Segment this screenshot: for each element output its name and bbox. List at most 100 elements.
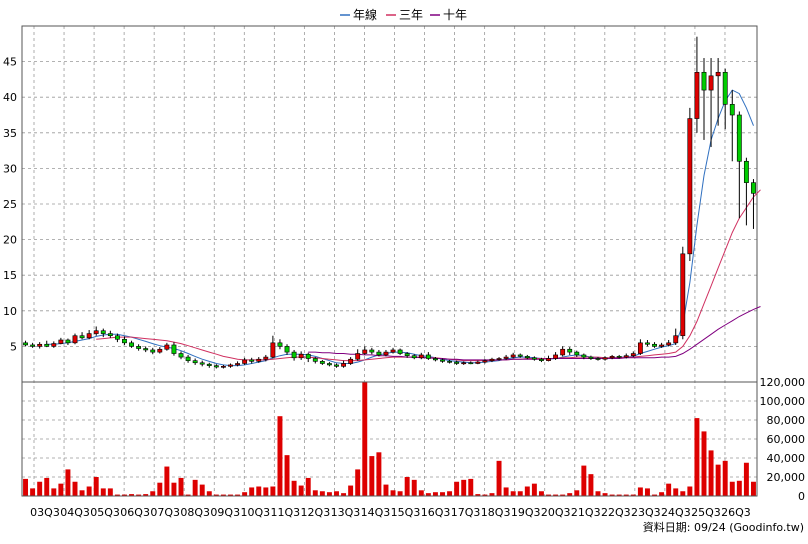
volume-bar-69 <box>510 491 516 496</box>
candle-6 <box>65 338 71 345</box>
volume-bar-73 <box>538 491 544 496</box>
candle-body-0 <box>23 342 28 346</box>
volume-bar-46 <box>348 485 354 496</box>
x-tick-label-9: 12Q3 <box>301 506 331 519</box>
candle-51 <box>383 349 389 357</box>
candle-8 <box>79 332 85 340</box>
candle-body-71 <box>524 356 530 359</box>
candle-20 <box>164 342 170 351</box>
candle-9 <box>86 330 92 340</box>
candle-body-37 <box>284 346 290 353</box>
candle-body-25 <box>199 362 205 365</box>
volume-bar-10 <box>93 477 99 496</box>
candle-77 <box>567 347 573 355</box>
x-tick-label-16: 19Q3 <box>511 506 541 519</box>
candle-body-12 <box>107 333 113 337</box>
candle-7 <box>72 333 78 345</box>
candle-64 <box>475 360 481 365</box>
volume-bar-2 <box>37 481 43 496</box>
volume-bar-9 <box>86 486 92 496</box>
candle-26 <box>206 362 212 368</box>
x-tick-label-2: 05Q3 <box>90 506 120 519</box>
volume-bar-90 <box>659 492 665 496</box>
x-tick-label-10: 13Q3 <box>331 506 361 519</box>
candle-body-3 <box>44 343 50 347</box>
volume-bar-31 <box>242 492 248 496</box>
candle-25 <box>199 360 205 367</box>
candle-body-66 <box>489 358 495 361</box>
candle-49 <box>369 347 375 355</box>
candle-body-94 <box>687 118 693 255</box>
volume-bar-28 <box>220 494 226 496</box>
candle-100 <box>729 90 735 162</box>
volume-bar-80 <box>588 474 594 496</box>
volume-bar-89 <box>652 494 657 496</box>
candle-99 <box>722 68 728 130</box>
volume-bar-86 <box>630 494 636 496</box>
volume-bar-14 <box>122 494 127 496</box>
volume-bar-36 <box>277 416 283 496</box>
x-tick-label-11: 14Q3 <box>361 506 391 519</box>
candle-body-88 <box>645 342 650 345</box>
candle-body-90 <box>659 344 665 347</box>
candle-body-93 <box>680 253 686 337</box>
candle-body-17 <box>143 348 149 351</box>
candle-body-51 <box>383 351 389 356</box>
volume-bar-37 <box>284 455 290 496</box>
volume-bar-84 <box>616 494 622 496</box>
volume-bar-26 <box>206 491 212 496</box>
candle-40 <box>305 352 311 363</box>
candle-86 <box>630 351 636 358</box>
candle-body-15 <box>129 342 134 347</box>
candle-body-27 <box>213 365 219 368</box>
candle-68 <box>503 354 509 360</box>
candle-body-60 <box>447 361 452 363</box>
price-tick-label-7: 40 <box>3 91 17 104</box>
candle-11 <box>100 328 106 338</box>
candle-70 <box>517 353 523 358</box>
candle-67 <box>496 357 502 361</box>
candle-88 <box>645 339 650 347</box>
candle-body-63 <box>468 362 474 365</box>
candle-22 <box>178 351 184 360</box>
candle-body-76 <box>560 348 566 356</box>
candle-body-73 <box>539 358 544 361</box>
candle-34 <box>263 354 269 362</box>
candle-body-24 <box>192 360 198 364</box>
x-tick-label-6: 09Q3 <box>210 506 240 519</box>
candle-83 <box>609 354 615 360</box>
candle-body-49 <box>369 349 375 353</box>
candle-body-78 <box>574 351 580 356</box>
candle-52 <box>390 347 396 354</box>
price-tick-label-4: 25 <box>3 198 17 211</box>
candle-44 <box>334 363 339 368</box>
candle-82 <box>602 356 608 361</box>
candle-body-103 <box>751 182 756 194</box>
candle-body-79 <box>581 354 587 358</box>
candle-56 <box>418 352 424 360</box>
price-tick-label-2: 15 <box>3 269 17 282</box>
volume-bar-25 <box>199 484 205 496</box>
candle-36 <box>277 339 283 350</box>
x-tick-label-12: 15Q3 <box>391 506 421 519</box>
candle-46 <box>348 357 354 365</box>
candle-body-44 <box>334 364 339 367</box>
x-tick-label-7: 10Q3 <box>240 506 270 519</box>
candle-body-43 <box>327 363 332 366</box>
candle-body-19 <box>157 348 163 353</box>
candle-body-47 <box>355 353 361 360</box>
volume-bar-98 <box>715 464 721 496</box>
volume-bar-76 <box>560 494 566 496</box>
candle-69 <box>510 352 516 359</box>
volume-bar-65 <box>482 494 488 496</box>
volume-bar-92 <box>673 488 679 496</box>
candle-1 <box>30 342 36 348</box>
candle-87 <box>637 339 643 355</box>
candle-3 <box>44 340 50 348</box>
candle-75 <box>553 352 559 360</box>
volume-bar-30 <box>235 494 241 496</box>
volume-bar-4 <box>51 488 57 496</box>
volume-bar-93 <box>680 491 686 496</box>
candle-23 <box>185 354 191 363</box>
